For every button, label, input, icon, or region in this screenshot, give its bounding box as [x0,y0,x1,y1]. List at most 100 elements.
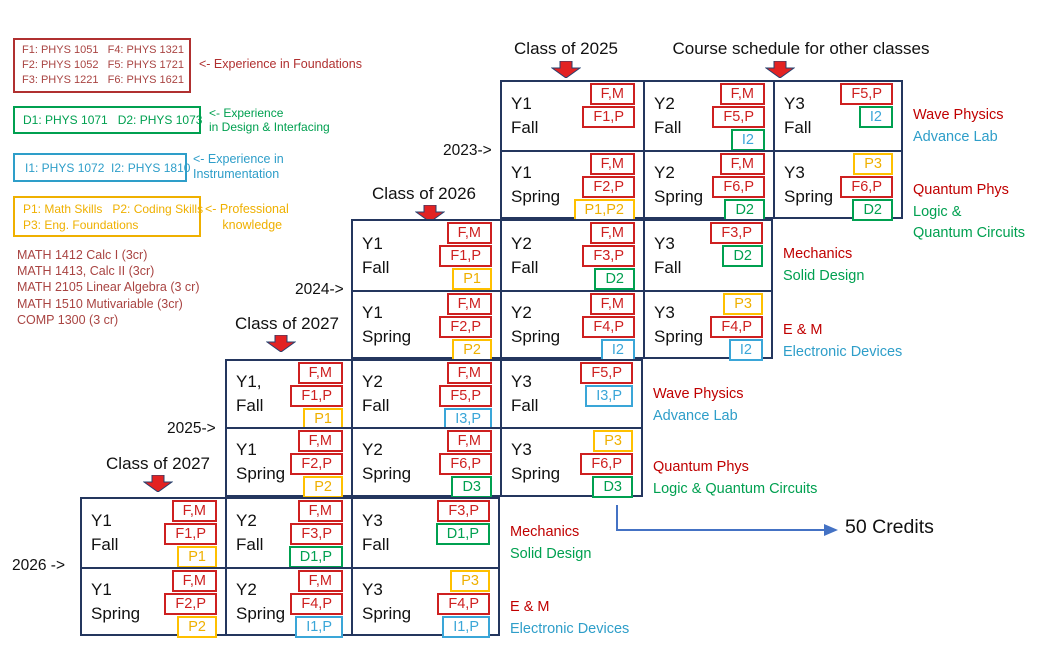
cell-year-term-label: Y2 Fall [362,370,389,418]
cell-year-term-label: Y2 Fall [236,509,263,557]
course-badge-stack: F3,P D1,P [435,500,490,545]
course-badge-i1p: I1,P [295,616,343,638]
course-badge-stack: F,M F4,P I2 [582,293,635,361]
cell-term-text: Spring [654,186,704,206]
cell-year-term-label: Y2 Spring [511,301,560,349]
course-badge-stack: F,M F1,P P1 [439,222,492,290]
cell-year-text: Y3 [362,579,383,599]
down-arrow-icon [415,205,445,222]
course-badge-d3: D3 [592,476,633,498]
cell-year-term-label: Y1 Spring [236,438,285,486]
course-badge-fm: F,M [589,222,635,244]
down-arrow-icon [765,61,795,78]
note-line: Advance Lab [913,128,998,145]
cell-year-term-label: Y3 Spring [362,578,411,626]
course-badge-f5p: F5,P [840,83,893,105]
legend-line: F1: PHYS 1051 F4: PHYS 1321 [22,44,185,56]
semester-note-spring: E & M Electronic Devices [510,597,629,640]
course-badge-f5p: F5,P [439,385,492,407]
cell-term-text: Spring [362,603,412,623]
math-course-line: MATH 1413, Calc II (3cr) [17,264,155,279]
course-badge-fm: F,M [297,500,343,522]
course-badge-f4p: F4,P [437,593,490,615]
cell-year-text: Y1 [362,233,383,253]
year-marker-2023: 2023-> [443,142,492,159]
course-badge-p1: P1 [177,546,217,568]
cell-2025-y2-fall: Y2 Fall F,M F5,P I2 [643,80,773,151]
cell-year-term-label: Y2 Spring [654,161,703,209]
note-line: Quantum Phys [653,459,749,475]
cell-2027-y1-spring: Y1 Spring F,M F2,P P2 [225,427,351,498]
cell-term-text: Spring [511,326,561,346]
course-badge-fm: F,M [171,570,217,592]
course-badge-f6p: F6,P [712,176,765,198]
cell-term-text: Fall [511,396,539,415]
course-badge-stack: F,M F3,P D1,P [288,500,343,568]
year-marker-2024: 2024-> [295,281,344,298]
down-arrow-icon [266,335,296,352]
course-badge-fm: F,M [297,362,343,384]
cell-year-text: Y3 [784,162,805,182]
course-badge-stack: F,M F2,P P2 [164,570,217,638]
cell-year-term-label: Y2 Spring [236,578,285,626]
year-marker-2025: 2025-> [167,420,216,437]
cell-year-text: Y1 [91,511,112,530]
cell-year-term-label: Y1 Fall [362,232,389,280]
course-badge-f6p: F6,P [580,453,633,475]
cell-2026-y2-fall: Y2 Fall F,M F3,P D2 [500,219,643,290]
legend-note-line: in Design & Interfacing [209,120,330,134]
course-badge-fm: F,M [171,500,217,522]
legend-design-box: D1: PHYS 1071 D2: PHYS 1073 [13,106,202,134]
cell-year-text: Y2 [362,440,383,459]
legend-line: P3: Eng. Foundations [23,217,139,232]
course-badge-p3: P3 [450,570,490,592]
course-badge-stack: P3 F4,P I2 [710,293,763,361]
cell-year-term-label: Y1, Fall [236,370,263,418]
legend-line: I1: PHYS 1072 I2: PHYS 1810 [25,160,191,175]
cell-term-text: Fall [784,118,812,137]
cell-term-text: Fall [362,396,390,415]
year-marker-2026: 2026 -> [12,557,66,574]
note-line: Mechanics [783,246,853,262]
course-badge-stack: F3,P D2 [710,222,763,267]
cell-2027-bottom-y3-spring: Y3 Spring P3 F4,P I1,P [351,567,500,638]
course-badge-d2: D2 [594,268,635,290]
course-badge-f5p: F5,P [712,106,765,128]
course-badge-f3p: F3,P [290,523,343,545]
course-badge-stack: F,M F5,P I3,P [439,362,492,430]
cell-2027-y1-fall: Y1, Fall F,M F1,P P1 [225,359,351,430]
course-badge-fm: F,M [446,362,492,384]
course-badge-d2: D2 [722,245,763,267]
cell-term-text: Spring [362,326,412,346]
note-line: Logic & Quantum Circuits [653,480,818,497]
course-badge-stack: F,M F4,P I1,P [290,570,343,638]
legend-note-line: <- Professional [205,202,289,216]
legend-design-note: <- Experience in Design & Interfacing [209,106,330,134]
cell-2027-bottom-y3-fall: Y3 Fall F3,P D1,P [351,497,500,567]
course-badge-stack: F5,P I2 [840,83,893,128]
course-badge-i2: I2 [858,106,893,128]
note-line: Advance Lab [653,407,738,424]
note-line: Wave Physics [653,386,744,402]
cell-year-term-label: Y1 Fall [511,92,538,140]
down-arrow-icon [143,475,173,492]
cell-2027-y2-spring: Y2 Spring F,M F6,P D3 [351,427,500,498]
course-badge-d1p: D1,P [288,546,343,568]
cell-term-text: Fall [654,257,682,277]
cell-year-text: Y2 [236,579,257,599]
cell-year-term-label: Y3 Spring [784,161,833,209]
cell-term-text: Fall [362,535,390,554]
course-badge-d2: D2 [852,199,893,221]
legend-note-line: <- Experience in [193,152,284,166]
cell-year-text: Y1 [511,162,532,182]
cell-2025-y1-fall: Y1 Fall F,M F1,P [500,80,643,150]
cell-year-text: Y1, [236,372,262,391]
course-badge-fm: F,M [446,222,492,244]
course-badge-stack: F,M F2,P P2 [439,293,492,361]
cell-term-text: Fall [91,535,119,554]
note-line: E & M [510,599,550,615]
cell-year-term-label: Y3 Spring [511,438,560,486]
cell-year-text: Y1 [511,94,532,113]
math-course-line: COMP 1300 (3 cr) [17,312,119,327]
course-badge-d2: D2 [724,199,765,221]
